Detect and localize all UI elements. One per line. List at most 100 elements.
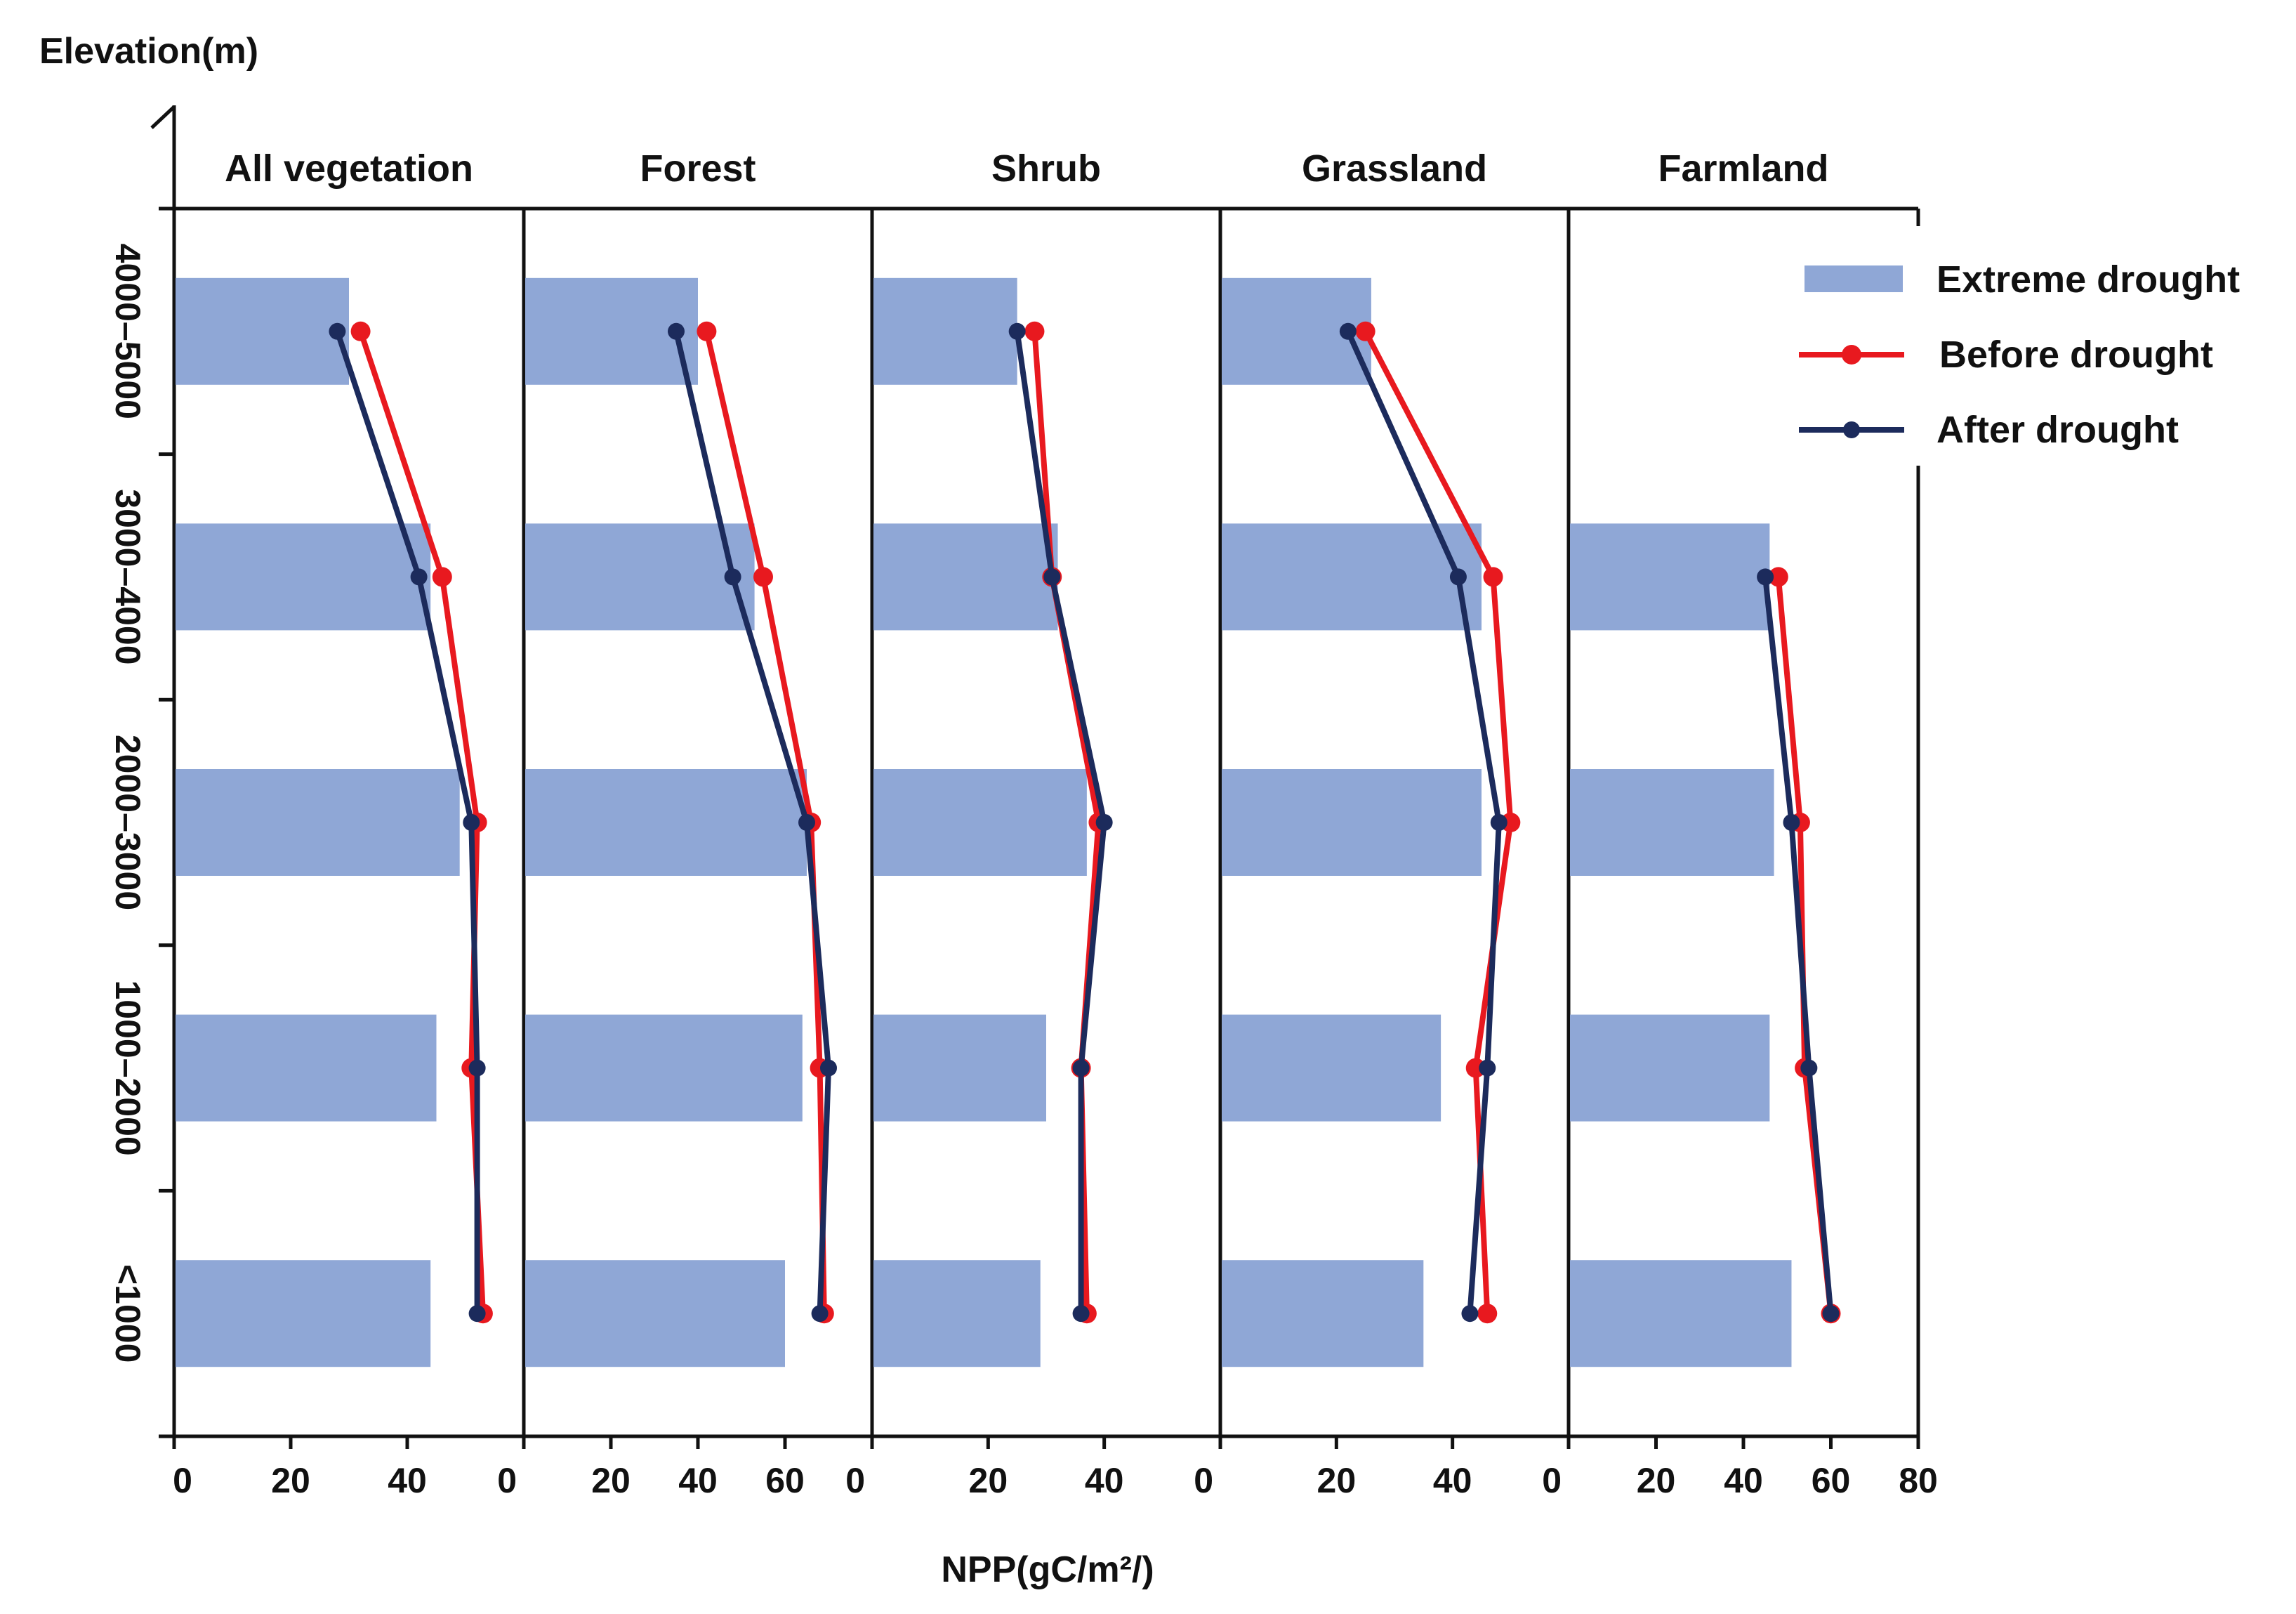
x-tick-label: 20 <box>591 1461 631 1500</box>
panel: All vegetation 0 20 40 <box>173 147 493 1500</box>
legend: Extreme drought Before drought After droug… <box>1799 258 2240 451</box>
panel-title: All vegetation <box>225 147 473 190</box>
bar-extreme-drought <box>525 523 755 631</box>
point-before-drought <box>697 321 717 341</box>
point-after-drought <box>1757 568 1774 586</box>
point-after-drought <box>1095 814 1113 831</box>
point-after-drought <box>820 1059 837 1077</box>
panel: Grassland 0 20 40 <box>1194 147 1521 1500</box>
legend-label: After drought <box>1937 409 2179 451</box>
bar-extreme-drought <box>1570 523 1770 631</box>
point-after-drought <box>1072 1059 1090 1077</box>
point-after-drought <box>1008 322 1026 340</box>
bar-extreme-drought <box>1570 1260 1792 1367</box>
y-tick-labels: 4000–5000 3000–4000 2000–3000 1000–2000 <100… <box>108 244 147 1363</box>
bar-extreme-drought <box>525 1014 803 1122</box>
point-after-drought <box>1490 814 1507 831</box>
bar-extreme-drought <box>873 277 1017 385</box>
point-before-drought <box>1355 321 1375 341</box>
point-after-drought <box>1783 814 1800 831</box>
point-before-drought <box>1477 1304 1498 1324</box>
y-tick-label: <1000 <box>108 1264 147 1363</box>
bar-extreme-drought <box>525 769 807 876</box>
panel: Shrub 0 20 40 <box>845 147 1123 1500</box>
y-tick-label: 2000–3000 <box>108 735 147 910</box>
x-tick-label: 40 <box>1085 1461 1124 1500</box>
panel-title: Forest <box>640 147 756 190</box>
point-after-drought <box>1461 1305 1479 1323</box>
x-tick-label: 40 <box>1433 1461 1472 1500</box>
point-before-drought <box>432 567 452 587</box>
point-after-drought <box>668 322 685 340</box>
panel-title: Grassland <box>1302 147 1487 190</box>
panel: Farmland 0 20 40 60 80 <box>1542 147 1938 1500</box>
panel: Forest 0 20 40 60 <box>497 147 837 1500</box>
x-tick-label: 0 <box>1542 1461 1562 1500</box>
point-after-drought <box>463 814 480 831</box>
bar-extreme-drought <box>176 1014 437 1122</box>
y-tick-label: 4000–5000 <box>108 244 147 419</box>
point-after-drought <box>468 1059 486 1077</box>
x-tick-label: 0 <box>845 1461 865 1500</box>
bar-extreme-drought <box>176 277 349 385</box>
x-tick-label: 20 <box>969 1461 1008 1500</box>
x-tick-label: 0 <box>1194 1461 1213 1500</box>
panels: All vegetation 0 20 40 Forest 0 20 40 60 Shrub 0 20… <box>173 147 1938 1500</box>
point-after-drought <box>329 322 346 340</box>
y-tick-label: 1000–2000 <box>108 980 147 1155</box>
line-after-drought <box>1762 576 1834 1314</box>
point-before-drought <box>1768 567 1788 587</box>
point-after-drought <box>1822 1305 1840 1323</box>
point-before-drought <box>1483 567 1503 587</box>
bar-extreme-drought <box>176 769 460 876</box>
point-after-drought <box>1800 1059 1818 1077</box>
point-before-drought <box>1024 321 1045 341</box>
panel-title: Farmland <box>1658 147 1828 190</box>
bar-extreme-drought <box>873 769 1087 876</box>
x-tick-label: 0 <box>173 1461 192 1500</box>
point-after-drought <box>1043 568 1061 586</box>
bar-extreme-drought <box>873 1014 1046 1122</box>
point-after-drought <box>724 568 741 586</box>
x-tick-label: 0 <box>497 1461 517 1500</box>
bar-extreme-drought <box>1222 769 1482 876</box>
point-after-drought <box>468 1305 486 1323</box>
bar-extreme-drought <box>1222 1260 1424 1367</box>
bar-extreme-drought <box>1570 769 1774 876</box>
bar-extreme-drought <box>1570 1014 1770 1122</box>
bar-extreme-drought <box>176 1260 431 1367</box>
bar-extreme-drought <box>176 523 431 631</box>
legend-label: Before drought <box>1939 334 2213 376</box>
bar-extreme-drought <box>873 1260 1041 1367</box>
bar-extreme-drought <box>525 1260 785 1367</box>
legend-swatch-extreme-drought <box>1805 265 1903 292</box>
y-axis-title: Elevation(m) <box>39 31 258 72</box>
x-tick-label: 60 <box>765 1461 805 1500</box>
axis-break-mark <box>150 105 176 129</box>
bar-extreme-drought <box>873 523 1058 631</box>
x-tick-label: 20 <box>1637 1461 1676 1500</box>
x-tick-label: 40 <box>678 1461 718 1500</box>
legend-swatch-after-point <box>1843 421 1860 438</box>
x-tick-label: 40 <box>388 1461 427 1500</box>
axes <box>150 105 1920 1449</box>
point-before-drought <box>753 567 773 587</box>
panel-title: Shrub <box>991 147 1101 190</box>
legend-swatch-before-point <box>1842 345 1861 365</box>
point-after-drought <box>410 568 428 586</box>
bar-extreme-drought <box>1222 523 1482 631</box>
point-after-drought <box>1449 568 1467 586</box>
x-tick-label: 40 <box>1724 1461 1763 1500</box>
x-tick-label: 60 <box>1812 1461 1851 1500</box>
bar-extreme-drought <box>1222 1014 1441 1122</box>
point-after-drought <box>1339 322 1357 340</box>
x-tick-label: 80 <box>1899 1461 1938 1500</box>
point-after-drought <box>811 1305 829 1323</box>
x-tick-label: 20 <box>271 1461 310 1500</box>
x-axis-title: NPP(gC/m²/) <box>941 1549 1154 1590</box>
y-tick-label: 3000–4000 <box>108 489 147 664</box>
point-after-drought <box>798 814 815 831</box>
legend-label: Extreme drought <box>1937 258 2240 301</box>
point-after-drought <box>1072 1305 1090 1323</box>
